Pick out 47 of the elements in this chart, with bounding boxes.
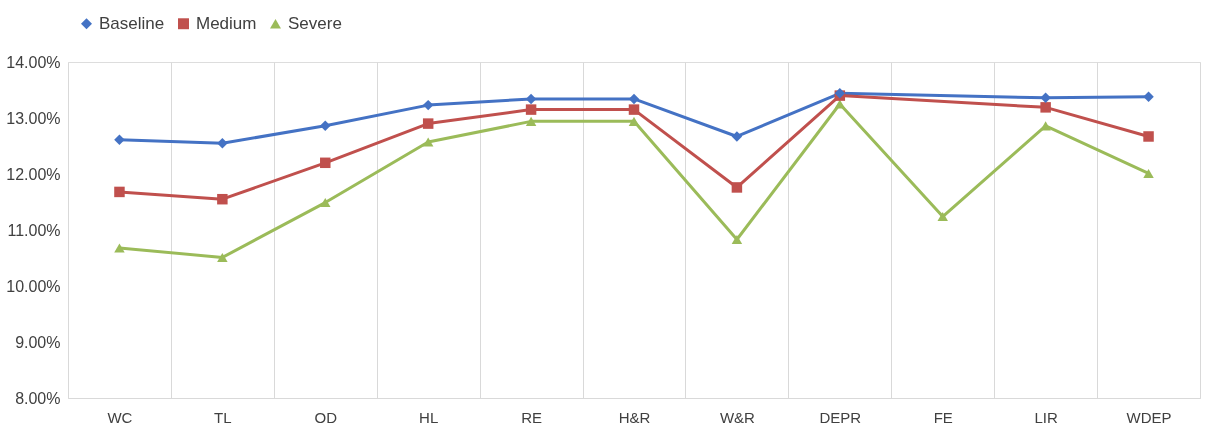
point: [320, 198, 331, 208]
x-tick-label: WC: [107, 408, 133, 426]
x-tick-label: OD: [314, 408, 338, 426]
y-tick-label: 10.00%: [6, 277, 61, 295]
point: [834, 99, 846, 109]
point: [1143, 91, 1154, 102]
point: [114, 134, 125, 146]
y-tick-label: 13.00%: [6, 109, 61, 127]
point: [1040, 102, 1051, 113]
x-tick-label: H&R: [618, 408, 651, 426]
point: [525, 116, 537, 126]
point: [217, 137, 228, 149]
point: [114, 186, 125, 198]
x-tick-label: WDEP: [1126, 408, 1172, 426]
x-tick-label: TL: [214, 408, 232, 426]
x-tick-label: RE: [521, 408, 543, 426]
point: [731, 234, 743, 245]
point: [1040, 92, 1051, 104]
point: [731, 182, 743, 193]
point: [217, 252, 228, 262]
point: [731, 131, 743, 142]
y-tick-label: 8.00%: [15, 389, 61, 407]
point: [1143, 131, 1154, 142]
point: [937, 212, 948, 222]
point: [628, 104, 640, 115]
x-tick-label: HL: [419, 408, 439, 426]
point: [320, 157, 331, 169]
point: [422, 118, 434, 129]
x-tick-label: LIR: [1034, 408, 1058, 426]
point: [525, 104, 537, 115]
x-tick-label: FE: [933, 408, 953, 426]
point: [114, 243, 125, 253]
x-tick-label: DEPR: [819, 408, 862, 426]
point: [320, 120, 331, 132]
legend-label: Medium: [196, 13, 257, 33]
x-tick-label: W&R: [719, 408, 756, 426]
y-tick-label: 12.00%: [6, 165, 61, 183]
point: [1143, 168, 1154, 178]
point: [628, 116, 640, 126]
point: [422, 99, 434, 111]
point: [217, 193, 228, 205]
y-tick-label: 14.00%: [6, 53, 61, 71]
legend-label: Baseline: [99, 13, 165, 33]
y-tick-label: 11.00%: [7, 221, 61, 239]
legend-label: Severe: [288, 13, 342, 33]
point: [422, 137, 434, 147]
y-tick-label: 9.00%: [15, 333, 61, 351]
